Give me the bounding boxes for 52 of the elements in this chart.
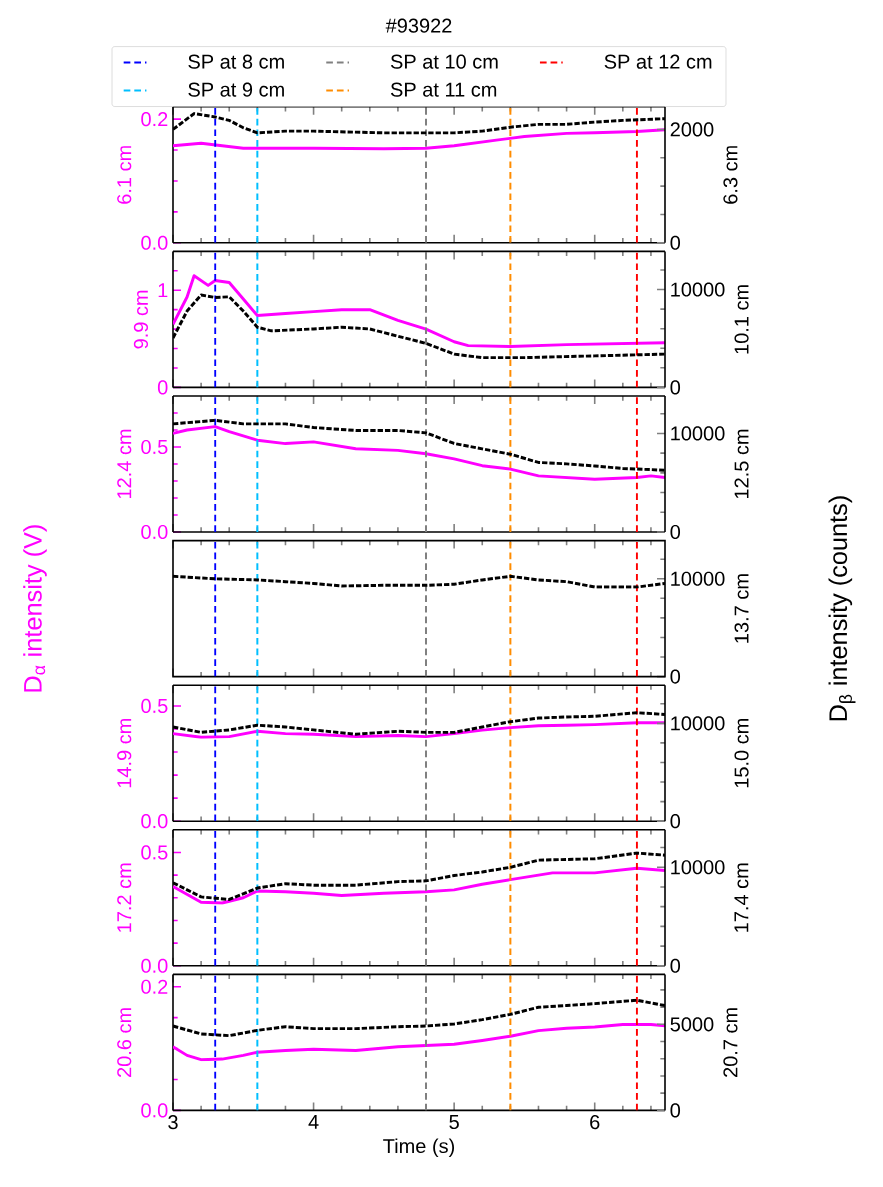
y-tick-label: 0.0	[141, 1103, 168, 1118]
y-axis-title: 12.4 cm	[117, 429, 132, 499]
y2-tick-label: 5000	[670, 1017, 714, 1032]
y2-tick-label: 0	[670, 814, 681, 829]
y2-axis-title: 10.1 cm	[734, 285, 749, 354]
legend-label: SP at 8 cm	[188, 54, 284, 69]
y2-axis-title: 17.4 cm	[734, 863, 749, 932]
y-axis-title: 14.9 cm	[117, 718, 132, 788]
legend-label: SP at 10 cm	[390, 54, 498, 69]
y2-tick-label: 10000	[671, 716, 725, 731]
y2-tick-label: 0	[670, 235, 681, 250]
y-axis-title: 9.9 cm	[133, 290, 148, 349]
y-tick-label: 0.0	[141, 958, 168, 973]
y-tick-label: 0.0	[141, 524, 168, 540]
chart-title: #93922	[385, 18, 452, 33]
y-tick-label: 1	[158, 283, 168, 298]
x-tick-label: 5	[449, 1115, 459, 1130]
y-tick-label: 0.5	[141, 439, 168, 455]
y2-tick-label: 2000	[670, 122, 714, 137]
y2-axis-title: 20.7 cm	[723, 1008, 738, 1077]
text: D$_{β}$ intensity (counts)	[828, 496, 856, 721]
y2-tick-label: 0	[670, 958, 681, 973]
y-axis-title: 17.2 cm	[117, 863, 132, 932]
y2-tick-label: 0	[670, 380, 681, 395]
legend-label: SP at 11 cm	[390, 82, 497, 97]
y2-axis-title: 15.0 cm	[734, 718, 749, 788]
y-tick-label: 0.2	[141, 112, 168, 127]
y-tick-label: 0.0	[141, 814, 168, 829]
y-tick-label: 0.5	[141, 845, 168, 860]
y2-tick-label: 0	[670, 524, 681, 540]
text: D$_{α}$ intensity (V)	[23, 525, 47, 692]
legend-label: SP at 12 cm	[604, 54, 712, 69]
y2-axis-title: 6.3 cm	[723, 146, 738, 204]
x-tick-label: 6	[590, 1115, 600, 1130]
y2-axis-title: 13.7 cm	[734, 574, 749, 643]
x-tick-label: 4	[308, 1115, 319, 1129]
y2-tick-label: 0	[670, 1103, 681, 1118]
y2-tick-label: 10000	[671, 282, 725, 297]
y-tick-label: 0.5	[141, 698, 168, 714]
x-axis-title: Time (s)	[383, 1138, 455, 1158]
y-tick-label: 0.0	[141, 235, 168, 250]
legend-label: SP at 9 cm	[188, 82, 284, 97]
y-tick-label: 0.2	[141, 979, 168, 994]
y2-tick-label: 10000	[671, 571, 725, 586]
y2-axis-title: 12.5 cm	[734, 429, 749, 499]
y2-tick-label: 10000	[671, 426, 725, 441]
y-axis-title: 20.6 cm	[117, 1008, 132, 1077]
x-tick-label: 3	[168, 1115, 178, 1130]
y2-tick-label: 10000	[671, 860, 725, 875]
y2-tick-label: 0	[670, 669, 681, 684]
y-axis-title: 6.1 cm	[117, 146, 132, 204]
y-tick-label: 0	[157, 380, 168, 395]
